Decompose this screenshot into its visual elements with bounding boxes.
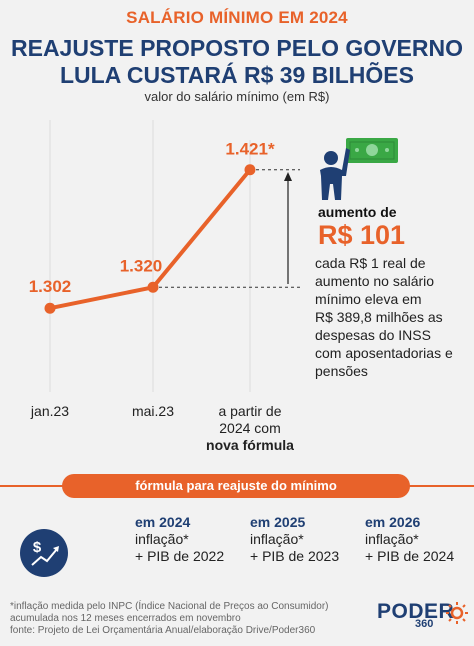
desc-line: R$ 389,8 milhões as <box>315 309 443 325</box>
kicker: SALÁRIO MÍNIMO EM 2024 <box>126 8 348 27</box>
headline-line-1: REAJUSTE PROPOSTO PELO GOVERNO <box>11 35 463 61</box>
data-label: 1.421* <box>225 140 275 159</box>
x-tick-future-line3: nova fórmula <box>206 437 294 453</box>
increase-arrow <box>284 172 292 284</box>
x-tick-future-line1: a partir de <box>218 403 282 419</box>
formula-col-2025: em 2025 inflação* + PIB de 2023 <box>250 514 339 565</box>
data-label: 1.320 <box>120 256 163 275</box>
formula-line2: + PIB de 2023 <box>250 548 340 564</box>
footnote-inflation: *inflação medida pelo INPC (Índice Nacio… <box>10 601 329 612</box>
formula-line2: + PIB de 2022 <box>135 548 225 564</box>
headline-line-2: LULA CUSTARÁ R$ 39 BILHÕES <box>60 62 414 88</box>
x-tick-future-line2: 2024 com <box>219 420 281 436</box>
series-points <box>44 164 256 314</box>
desc-line: mínimo eleva em <box>315 291 422 307</box>
source-note: fonte: Projeto de Lei Orçamentária Anual… <box>10 625 316 636</box>
formula-line2: + PIB de 2024 <box>365 548 455 564</box>
callout-label: aumento de <box>318 204 397 220</box>
desc-line: aumento no salário <box>315 273 435 289</box>
desc-line: cada R$ 1 real de <box>315 255 426 271</box>
formula-line1: inflação* <box>135 531 189 547</box>
poder360-logo: PODER <box>377 600 455 623</box>
data-point <box>147 281 159 293</box>
chart-dashed-guides <box>153 169 300 288</box>
desc-line: pensões <box>315 363 368 379</box>
svg-text:$: $ <box>33 539 42 556</box>
chart-vertical-guides <box>49 120 251 392</box>
line-chart: 1.302 1.320 1.421* <box>29 120 398 392</box>
callout-description: cada R$ 1 real de aumento no salário mín… <box>315 254 474 380</box>
formula-col-2024: em 2024 inflação* + PIB de 2022 <box>135 514 224 565</box>
formula-year: em 2026 <box>365 514 421 530</box>
money-bill-icon <box>346 138 398 163</box>
data-point <box>44 302 56 314</box>
desc-line: despesas do INSS <box>315 327 431 343</box>
x-tick-jan: jan.23 <box>30 403 70 419</box>
formula-line1: inflação* <box>250 531 304 547</box>
x-tick-future: a partir de 2024 com nova fórmula <box>198 403 302 454</box>
footnote-inflation-cont: acumulada nos 12 meses encerrados em nov… <box>10 613 241 624</box>
dollar-chart-icon: $ <box>20 529 68 577</box>
data-point <box>244 164 256 176</box>
formula-banner: fórmula para reajuste do mínimo <box>62 474 410 498</box>
x-tick-mai: mai.23 <box>131 403 175 419</box>
formula-col-2026: em 2026 inflação* + PIB de 2024 <box>365 514 454 565</box>
formula-year: em 2025 <box>250 514 306 530</box>
person-icon <box>320 148 350 200</box>
desc-line: com aposentadorias e <box>315 345 453 361</box>
poder360-logo-sub: 360 <box>415 618 434 630</box>
formula-year: em 2024 <box>135 514 191 530</box>
chart-subtitle: valor do salário mínimo (em R$) <box>144 89 330 104</box>
sun-logo-icon <box>446 602 468 624</box>
data-label: 1.302 <box>29 277 72 296</box>
formula-line1: inflação* <box>365 531 419 547</box>
callout-value: R$ 101 <box>318 220 406 250</box>
data-labels: 1.302 1.320 1.421* <box>29 140 275 296</box>
